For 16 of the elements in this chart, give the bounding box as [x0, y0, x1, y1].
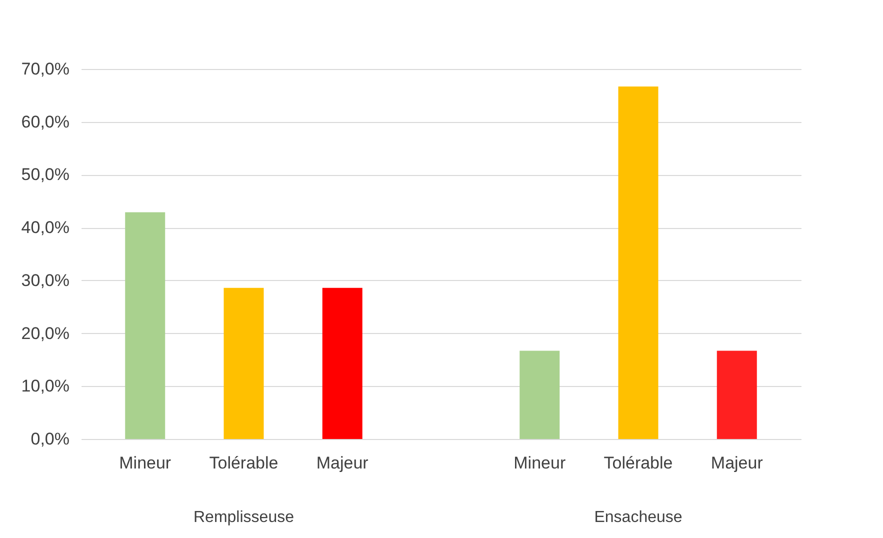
y-tick-label: 30,0% — [21, 270, 70, 290]
x-tick-label: Majeur — [316, 454, 369, 472]
y-tick-label: 50,0% — [21, 165, 70, 184]
text: Remplisseuse — [194, 509, 294, 526]
x-tick-label: Majeur — [710, 454, 764, 472]
y-tick-label: 70,0% — [21, 60, 70, 78]
text: Ensacheuse — [594, 509, 682, 526]
y-tick-label: 0,0% — [30, 430, 70, 448]
y-tick-label: 20,0% — [21, 324, 70, 343]
y-tick-label: 10,0% — [21, 376, 70, 396]
y-tick-label: 60,0% — [21, 112, 70, 132]
y-tick-label: 40,0% — [21, 218, 70, 238]
x-tick-label: Tolérable — [209, 454, 278, 472]
x-tick-label: Mineur — [119, 454, 172, 472]
x-tick-label: Mineur — [514, 454, 566, 472]
x-tick-label: Tolérable — [604, 454, 673, 472]
